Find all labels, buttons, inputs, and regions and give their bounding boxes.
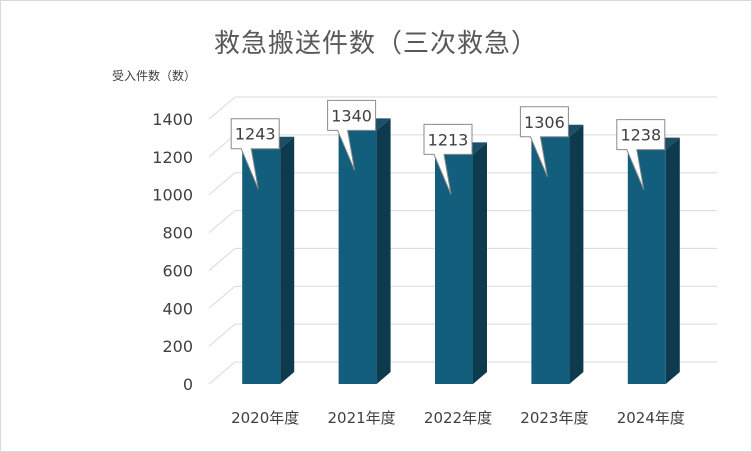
bar-front [242,148,281,384]
x-tick-label: 2020年度 [231,409,299,427]
data-label-callout: 1238 [616,119,666,190]
bar [338,118,391,384]
data-label-callout: 1213 [423,123,473,195]
gridline-depth [208,96,236,120]
gridline-depth [208,361,236,385]
x-tick-label: 2024年度 [617,409,685,427]
y-tick-label: 1400 [152,110,193,129]
y-tick-label: 800 [162,224,193,243]
data-labels: 1243 1340 1213 1306 1238 [230,99,666,195]
y-tick-label: 1000 [152,186,193,205]
data-label-callout: 1340 [327,99,377,171]
callout-shape [423,123,473,195]
data-label: 1243 [235,125,276,144]
data-label: 1213 [428,130,469,149]
bar [531,124,584,385]
x-axis-ticks: 2020年度 2021年度 2022年度 2023年度 2024年度 [231,409,685,427]
y-axis-ticks: 0 200 400 600 800 1000 1200 1400 [152,110,193,394]
bar-front [435,154,473,384]
bar-side [473,142,487,384]
gridline-depth [208,248,236,271]
callout-shape [519,106,569,177]
gridline-depth [208,134,236,158]
chart-title: 救急搬送件数（三次救急） [213,29,538,59]
data-label: 1238 [620,126,661,145]
bar-front [531,136,570,384]
data-label: 1340 [331,106,372,125]
gridline-depth [208,323,236,347]
callout-shape [230,118,280,189]
data-label: 1306 [524,113,565,132]
bar [627,137,680,384]
bar-front [627,149,666,384]
x-tick-label: 2023年度 [520,409,588,427]
bar [435,142,487,384]
x-tick-label: 2022年度 [424,409,492,427]
callout-shape [616,119,666,190]
bar [242,136,295,384]
y-tick-label: 600 [162,261,193,280]
gridline-depth [208,210,236,233]
gridline-depth [208,285,236,309]
y-tick-label: 0 [183,375,193,394]
gridline-depth [208,172,236,196]
data-label-callout: 1243 [230,118,280,189]
y-tick-label: 1200 [152,148,193,167]
bar-side [569,124,584,385]
bar-front [338,130,377,384]
bar-side [280,136,295,384]
callout-shape [327,99,377,171]
data-label-callout: 1306 [519,106,569,177]
y-tick-label: 200 [162,337,193,356]
y-tick-label: 400 [162,299,193,318]
bar-side [665,137,680,384]
bar-side [376,118,391,384]
x-tick-label: 2021年度 [328,409,396,427]
bars [242,118,680,385]
y-axis-label: 受入件数（数） [112,69,197,83]
